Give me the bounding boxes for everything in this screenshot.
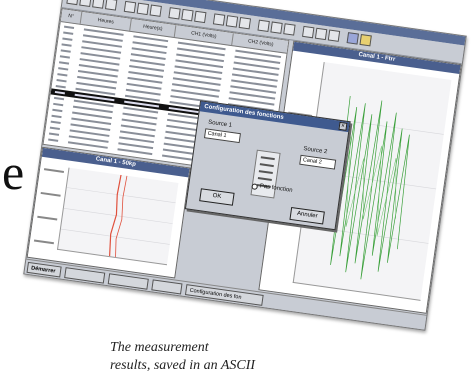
- ok-button[interactable]: OK: [199, 188, 235, 206]
- source2-select[interactable]: Canal 2: [299, 154, 337, 170]
- toolbar-button[interactable]: [104, 0, 118, 11]
- table-cell: [56, 79, 67, 83]
- toolbar-button[interactable]: [136, 2, 150, 16]
- taskbar-item[interactable]: [151, 279, 183, 295]
- table-cell: [57, 73, 68, 77]
- table-cell: [63, 31, 74, 35]
- caption-line: The measurement: [110, 340, 209, 355]
- table-cell: [53, 102, 64, 107]
- chart-left-svg: [60, 174, 176, 257]
- operation-item[interactable]: [259, 163, 274, 168]
- toolbar-button[interactable]: [225, 15, 239, 28]
- toolbar-button[interactable]: [79, 0, 92, 8]
- toolbar-button[interactable]: [314, 27, 328, 41]
- operation-item[interactable]: [258, 170, 273, 175]
- toolbar-button[interactable]: [66, 0, 79, 6]
- toolbar-button[interactable]: [270, 21, 283, 34]
- trace-line: [109, 174, 122, 257]
- source2-label: Source 2: [302, 146, 328, 156]
- taskbar-item[interactable]: [64, 267, 106, 284]
- caption-line: results, saved in an ASCII: [110, 358, 256, 373]
- taskbar-item[interactable]: [107, 273, 149, 290]
- y-tick-label: [40, 191, 61, 197]
- table-cell: [51, 114, 62, 119]
- table-cell: [49, 126, 60, 130]
- table-cell: [48, 132, 60, 136]
- table-cell: [60, 49, 71, 53]
- toolbar-button[interactable]: [212, 13, 226, 26]
- table-cell: [63, 25, 75, 29]
- grid-line: [60, 228, 170, 245]
- column-header[interactable]: N°: [60, 9, 83, 24]
- toolbar-button[interactable]: [359, 33, 372, 47]
- grid-line: [63, 208, 173, 224]
- operation-item[interactable]: [257, 177, 272, 181]
- y-tick-label: [43, 168, 65, 173]
- chart-window-left: Canal 1 - 50kp: [26, 146, 191, 279]
- caption: The measurement results, saved in an ASC…: [110, 339, 360, 385]
- cancel-button[interactable]: Annuler: [289, 206, 325, 225]
- function-config-dialog: Configuration des fonctions × Source 1 C…: [184, 100, 351, 231]
- taskbar-item-config[interactable]: Configuration des fon: [184, 284, 264, 306]
- table-cell: [62, 37, 73, 41]
- toolbar-button[interactable]: [168, 7, 181, 20]
- table-cell: [54, 90, 65, 95]
- source1-label: Source 1: [207, 119, 233, 129]
- table-cell: [58, 67, 69, 71]
- toolbar-button[interactable]: [257, 19, 270, 33]
- table-cell: [53, 96, 65, 101]
- toolbar-button[interactable]: [302, 25, 315, 39]
- toolbar-button[interactable]: [327, 29, 341, 42]
- trace-line: [330, 96, 410, 280]
- trace-line: [115, 175, 128, 257]
- screenshot-window: N° Heures Heure(s) CH1 (Volts) CH2 (Volt…: [23, 0, 467, 331]
- toolbar-button[interactable]: [123, 0, 137, 14]
- toolbar-button-active[interactable]: [346, 32, 359, 45]
- table-cell: [52, 108, 63, 113]
- grid-line: [66, 187, 176, 204]
- toolbar-button[interactable]: [92, 0, 105, 9]
- toolbar-button[interactable]: [194, 10, 207, 24]
- plot-area: [56, 167, 179, 266]
- close-button[interactable]: ×: [338, 121, 348, 131]
- y-tick-label: [33, 239, 54, 245]
- y-tick-label: [37, 215, 58, 221]
- table-cell: [58, 61, 70, 65]
- operation-item[interactable]: [260, 156, 275, 161]
- side-letter: e: [2, 144, 25, 200]
- start-button[interactable]: Démarrer: [26, 261, 62, 278]
- table-cell: [48, 138, 59, 142]
- table-cell: [59, 55, 70, 59]
- toolbar-button[interactable]: [238, 16, 252, 30]
- toolbar-button[interactable]: [181, 8, 194, 22]
- table-cell: [55, 85, 66, 89]
- table-cell: [50, 120, 61, 125]
- table-cell: [61, 43, 72, 47]
- toolbar-button[interactable]: [283, 23, 296, 36]
- toolbar-button[interactable]: [149, 4, 162, 17]
- source1-select[interactable]: Canal 1: [203, 128, 241, 144]
